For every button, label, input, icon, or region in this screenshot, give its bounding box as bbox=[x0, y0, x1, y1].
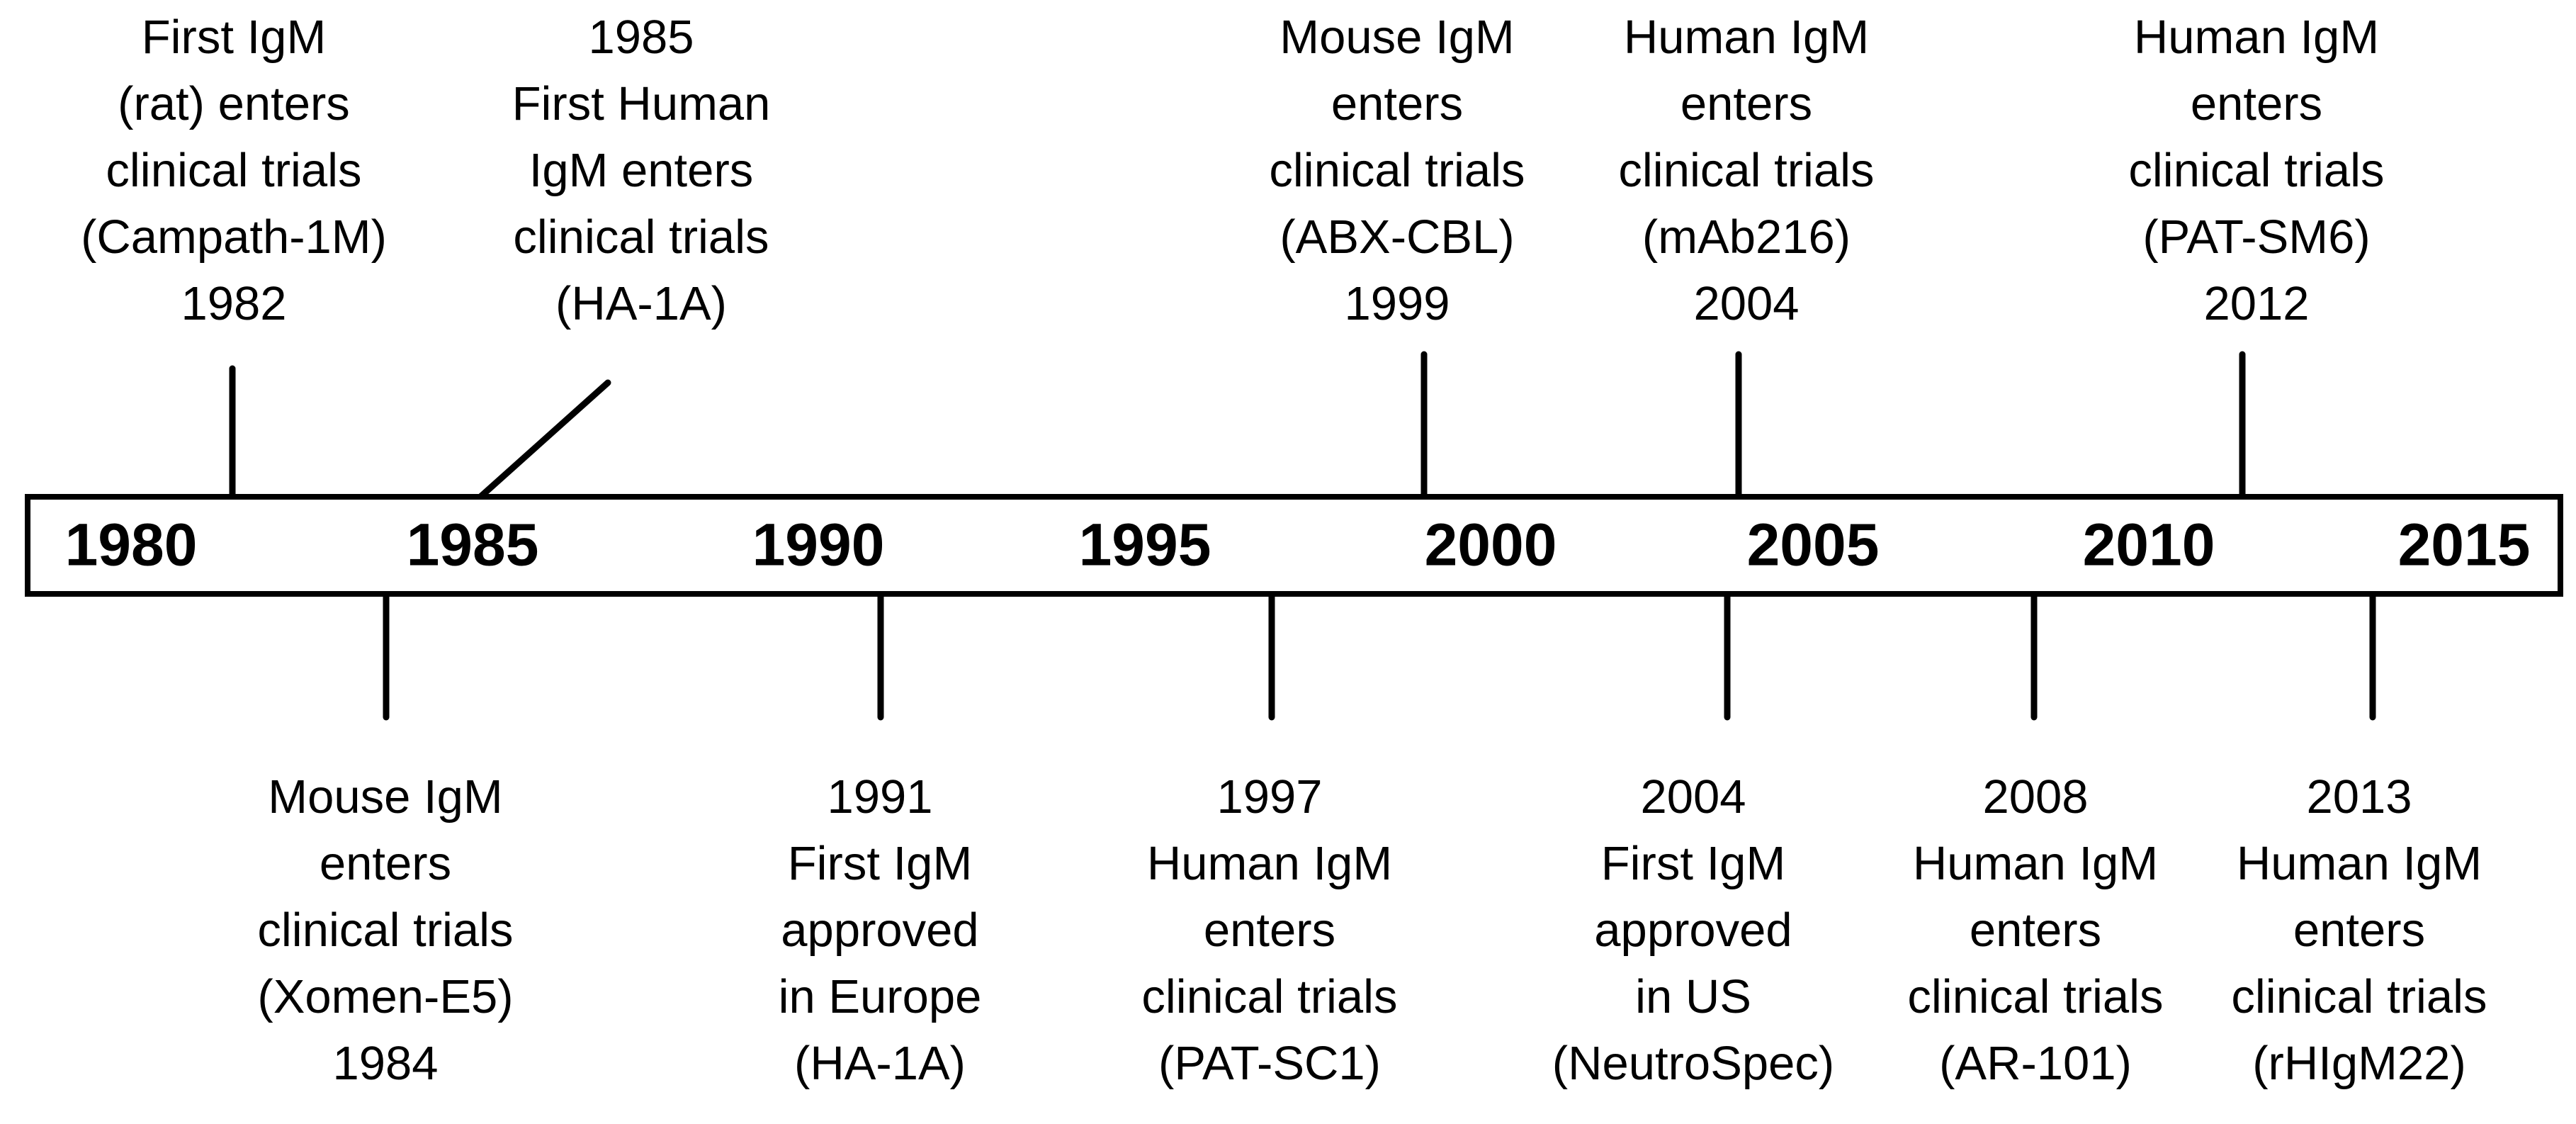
event-label-1985-ha-1a: 1985 First Human IgM enters clinical tri… bbox=[512, 11, 771, 330]
timeline-bar bbox=[25, 494, 2563, 597]
year-label-1995: 1995 bbox=[1078, 511, 1211, 578]
event-label-1991-ha-1a-europe: 1991 First IgM approved in Europe (HA-1A… bbox=[778, 770, 982, 1090]
event-label-1999-abx-cbl: Mouse IgM enters clinical trials (ABX-CB… bbox=[1269, 11, 1525, 330]
year-label-2015: 2015 bbox=[2397, 511, 2531, 578]
year-label-2005: 2005 bbox=[1746, 511, 1880, 578]
event-label-2004-neutrospec: 2004 First IgM approved in US (NeutroSpe… bbox=[1552, 770, 1835, 1090]
event-label-2008-ar-101: 2008 Human IgM enters clinical trials (A… bbox=[1907, 770, 2164, 1090]
year-label-1980: 1980 bbox=[64, 511, 198, 578]
event-label-1997-pat-sc1: 1997 Human IgM enters clinical trials (P… bbox=[1141, 770, 1398, 1090]
year-label-1990: 1990 bbox=[752, 511, 885, 578]
year-label-2010: 2010 bbox=[2082, 511, 2215, 578]
event-label-2013-rhigm22: 2013 Human IgM enters clinical trials (r… bbox=[2231, 770, 2487, 1090]
diagonal-connector-1985 bbox=[470, 379, 611, 507]
event-label-1982-campath-1m: First IgM (rat) enters clinical trials (… bbox=[81, 11, 387, 330]
event-label-2012-pat-sm6: Human IgM enters clinical trials (PAT-SM… bbox=[2128, 11, 2385, 330]
year-label-2000: 2000 bbox=[1424, 511, 1557, 578]
year-label-1985: 1985 bbox=[406, 511, 539, 578]
event-label-2004-mab216: Human IgM enters clinical trials (mAb216… bbox=[1618, 11, 1875, 330]
event-label-1984-xomen-e5: Mouse IgM enters clinical trials (Xomen-… bbox=[257, 770, 514, 1090]
